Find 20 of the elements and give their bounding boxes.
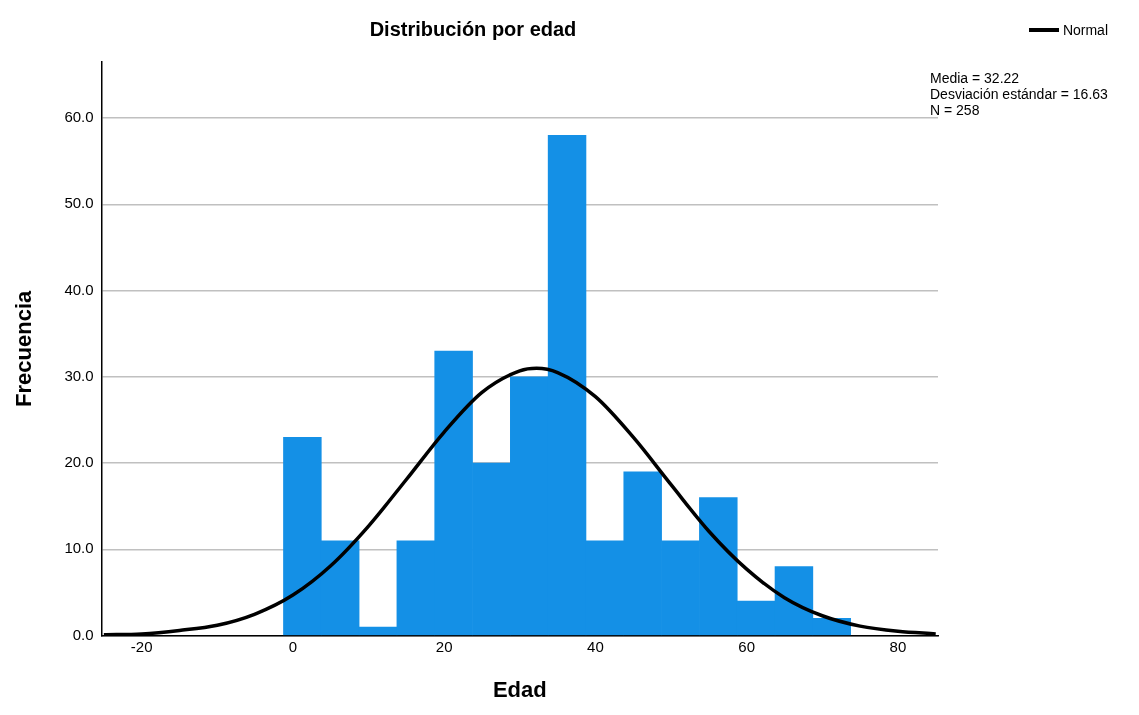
x-tick-label: 40 bbox=[587, 637, 604, 655]
y-tick-label: 30.0 bbox=[64, 366, 94, 384]
annotation: N = 258 bbox=[930, 102, 981, 118]
x-tick-label: 0 bbox=[288, 637, 298, 655]
y-tick-label: 60.0 bbox=[64, 108, 94, 126]
y-tick-label: 20.0 bbox=[64, 453, 94, 471]
y-tick-label: 40.0 bbox=[64, 280, 94, 298]
x-axis-title: Edad bbox=[492, 676, 547, 702]
y-tick-label: 10.0 bbox=[64, 539, 94, 557]
x-tick-label: 20 bbox=[435, 637, 453, 655]
chart-title: Distribución por edad bbox=[369, 17, 577, 40]
y-tick-label: 50.0 bbox=[64, 194, 94, 212]
y-axis-title: Frecuencia bbox=[11, 289, 37, 407]
annotation: Desviación estándar = 16.63 bbox=[930, 86, 1108, 102]
x-tick-label: 60 bbox=[738, 637, 756, 655]
x-tick-label: -20 bbox=[130, 637, 153, 655]
legend-label: Normal bbox=[1062, 22, 1108, 38]
annotation: Media = 32.22 bbox=[930, 70, 1021, 86]
y-tick-label: 0.0 bbox=[72, 625, 94, 643]
x-tick-label: 80 bbox=[889, 637, 907, 655]
